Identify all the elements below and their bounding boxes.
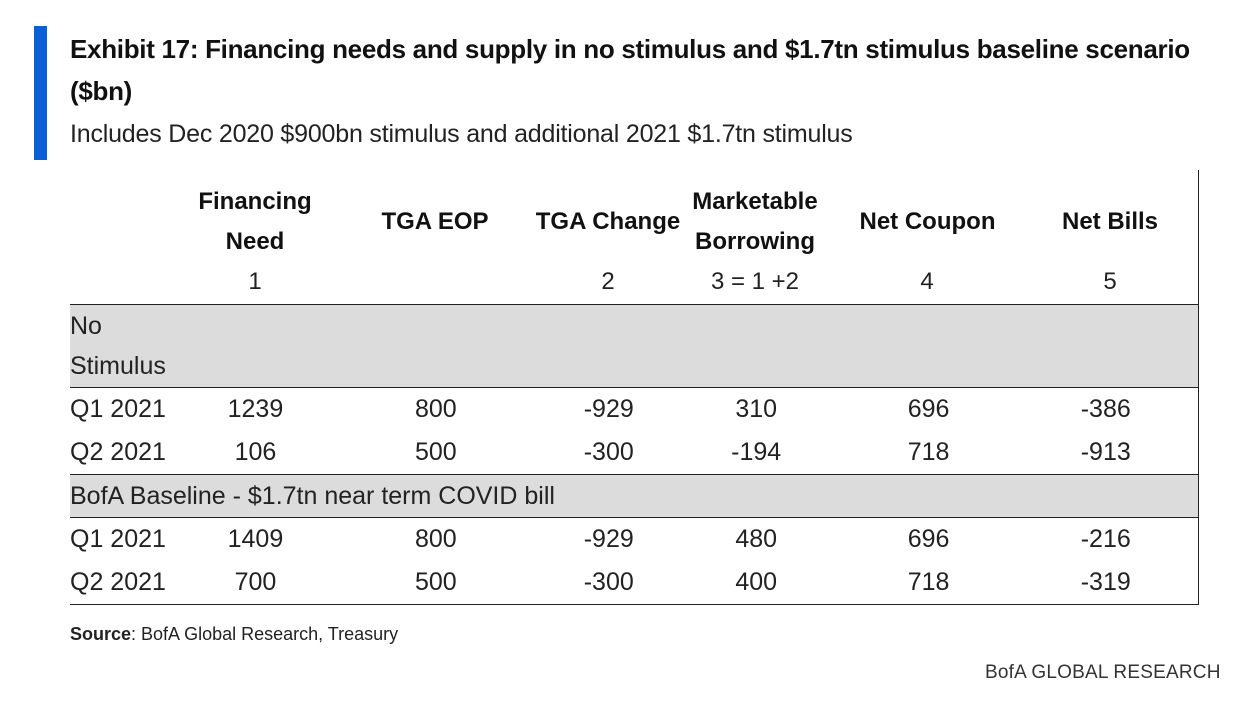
cell-tga-eop: 800 [414, 395, 457, 423]
cell-marketable-borrowing: 400 [735, 568, 778, 596]
cell-net-coupon: 718 [907, 438, 950, 466]
table-row: Q1 2021 1409 800 -929 480 696 -216 [70, 518, 1199, 562]
cell-marketable-borrowing: -194 [731, 438, 782, 466]
section-label: Stimulus [70, 352, 166, 380]
col-header-tga-change: TGA Change [535, 208, 681, 235]
cell-tga-change: -929 [583, 395, 634, 423]
cell-tga-eop: 500 [414, 438, 457, 466]
row-label: Q1 2021 [70, 395, 166, 423]
exhibit-subtitle: Includes Dec 2020 $900bn stimulus and ad… [70, 120, 853, 148]
exhibit-title: Exhibit 17: Financing needs and supply i… [70, 34, 1190, 106]
table-row: Q1 2021 1239 800 -929 310 696 -386 [70, 388, 1199, 432]
cell-tga-eop: 500 [414, 568, 457, 596]
cell-financing-need: 1239 [227, 395, 284, 423]
financing-table: No Stimulus Q1 2021 1239 800 -929 310 69… [70, 304, 1199, 605]
cell-financing-need: 700 [234, 568, 277, 596]
cell-tga-eop: 800 [414, 525, 457, 553]
cell-tga-change: -929 [583, 525, 634, 553]
source-label: Source [70, 624, 132, 644]
cell-tga-change: -300 [583, 568, 634, 596]
cell-tga-change: -300 [583, 438, 634, 466]
section-row-bofa-baseline: BofA Baseline - $1.7tn near term COVID b… [70, 474, 1199, 518]
header-right-border [1198, 170, 1199, 304]
accent-bar [34, 26, 47, 160]
col-header-marketable-borrowing: Marketable Borrowing [692, 188, 818, 255]
cell-financing-need: 1409 [227, 525, 284, 553]
cell-marketable-borrowing: 480 [735, 525, 778, 553]
col-number-1: 1 [248, 268, 262, 295]
table-row: Q2 2021 106 500 -300 -194 718 -913 [70, 431, 1199, 475]
col-number-4: 4 [920, 268, 934, 295]
cell-net-coupon: 718 [907, 568, 950, 596]
cell-marketable-borrowing: 310 [735, 395, 778, 423]
cell-financing-need: 106 [234, 438, 277, 466]
col-header-net-bills: Net Bills [1061, 208, 1159, 235]
cell-net-bills: -319 [1080, 568, 1131, 596]
cell-net-bills: -386 [1080, 395, 1131, 423]
section-label: BofA Baseline - $1.7tn near term COVID b… [70, 481, 555, 510]
col-header-net-coupon: Net Coupon [859, 208, 996, 235]
col-number-3: 3 = 1 +2 [710, 268, 800, 295]
source-text: : BofA Global Research, Treasury [131, 624, 399, 644]
row-label: Q2 2021 [70, 438, 166, 466]
row-label: Q2 2021 [70, 568, 166, 596]
cell-net-bills: -913 [1080, 438, 1131, 466]
row-label: Q1 2021 [70, 525, 166, 553]
cell-net-coupon: 696 [907, 525, 950, 553]
source-note: Source: BofA Global Research, Treasury [70, 624, 398, 645]
cell-net-bills: -216 [1080, 525, 1131, 553]
cell-net-coupon: 696 [907, 395, 950, 423]
section-label: No [70, 312, 102, 340]
col-header-financing-need: Financing Need [198, 188, 312, 255]
col-number-2: 2 [601, 268, 615, 295]
table-row: Q2 2021 700 500 -300 400 718 -319 [70, 561, 1199, 605]
section-row-no-stimulus: No Stimulus [70, 304, 1199, 388]
footer-brand: BofA GLOBAL RESEARCH [985, 662, 1221, 683]
col-number-5: 5 [1103, 268, 1117, 295]
col-header-tga-eop: TGA EOP [381, 208, 489, 235]
